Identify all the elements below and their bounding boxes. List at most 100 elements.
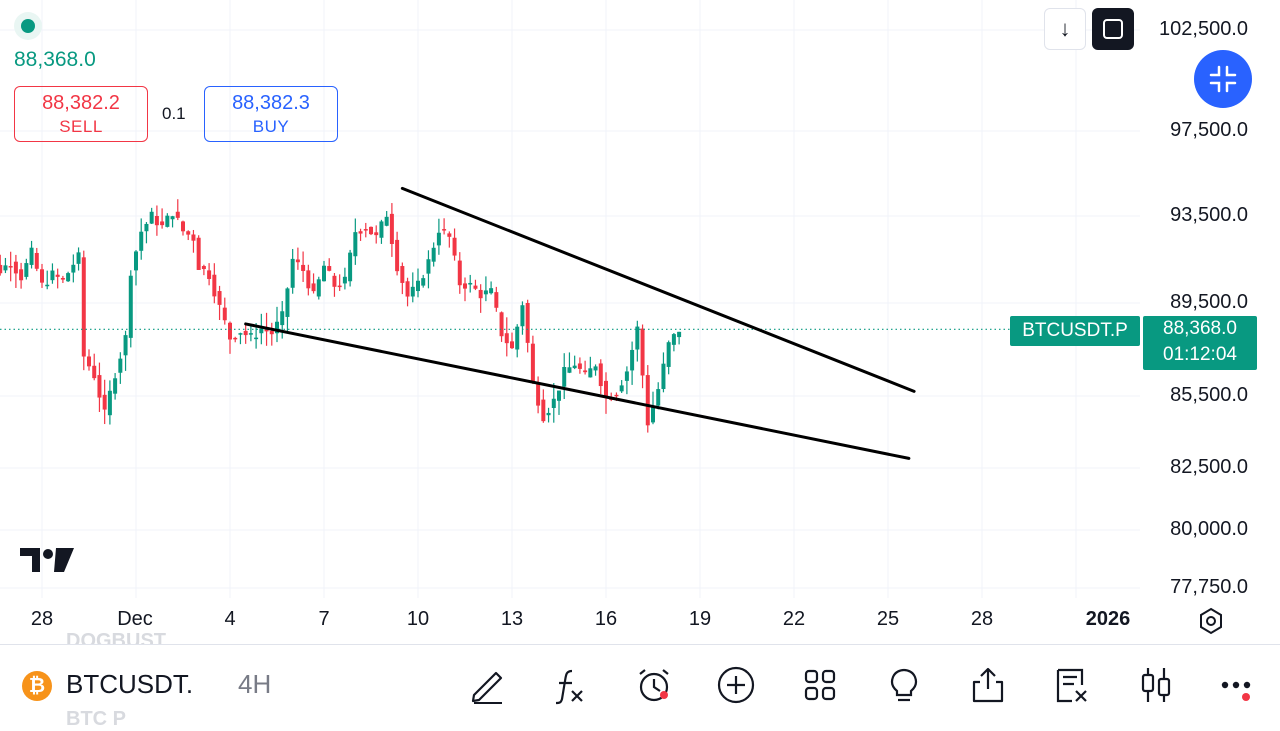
candle-body xyxy=(290,258,295,288)
grid-icon[interactable] xyxy=(800,665,840,705)
scroll-down-button[interactable]: ↓ xyxy=(1044,8,1086,50)
candle-body xyxy=(128,275,133,338)
date-tick-year: 2026 xyxy=(1085,608,1131,630)
candle-body xyxy=(400,266,405,283)
candle-body xyxy=(567,367,572,373)
candle-body xyxy=(8,266,13,268)
candle-body xyxy=(416,280,420,292)
chart-area[interactable] xyxy=(0,0,1280,640)
candle-body xyxy=(154,216,159,226)
candle-body xyxy=(165,215,170,227)
candle-body xyxy=(656,389,661,406)
candle-body xyxy=(275,321,279,334)
candle-body xyxy=(19,269,24,281)
candle-body xyxy=(170,216,175,220)
candle-body xyxy=(557,390,561,401)
share-icon[interactable] xyxy=(968,665,1008,705)
buy-button[interactable]: 88,382.3 BUY xyxy=(204,86,338,142)
candle-body xyxy=(577,363,582,369)
candle-body xyxy=(614,394,619,397)
candle-body xyxy=(593,366,598,371)
current-price: 88,368.0 xyxy=(1163,318,1237,339)
more-icon[interactable] xyxy=(1218,665,1258,705)
candle-body xyxy=(588,368,593,378)
candle-body xyxy=(421,278,426,286)
candle-body xyxy=(301,264,306,271)
price-tick: 77,750.0 xyxy=(1170,576,1248,598)
date-tick: 19 xyxy=(688,608,712,630)
candle-body xyxy=(363,229,368,231)
candle-body xyxy=(207,270,212,279)
date-tick: 13 xyxy=(500,608,524,630)
candle-body xyxy=(651,406,655,423)
candle-body xyxy=(541,399,546,422)
sell-button[interactable]: 88,382.2 SELL xyxy=(14,86,148,142)
candle-body xyxy=(499,312,504,337)
candle-body xyxy=(353,232,358,257)
candle-body xyxy=(228,322,232,340)
candle-body xyxy=(510,341,514,349)
candle-body xyxy=(66,273,71,282)
candle-body xyxy=(530,343,535,383)
candle-body xyxy=(463,283,467,289)
candle-body xyxy=(436,232,441,246)
date-tick: 4 xyxy=(224,608,236,630)
candle-body xyxy=(222,307,227,321)
price-tick: 97,500.0 xyxy=(1170,119,1248,141)
candle-body xyxy=(489,288,494,294)
plus-circle-icon[interactable] xyxy=(716,665,756,705)
candle-body xyxy=(269,330,274,335)
candlestick-icon[interactable] xyxy=(1136,665,1176,705)
candle-body xyxy=(306,270,311,289)
candle-body xyxy=(671,334,676,345)
candle-body xyxy=(238,333,243,335)
candle-body xyxy=(619,385,624,392)
trade-list-icon[interactable] xyxy=(1052,665,1092,705)
candle-body xyxy=(45,284,50,287)
candle-body xyxy=(259,328,264,334)
candle-body xyxy=(285,288,290,317)
market-status-icon xyxy=(14,12,42,40)
candle-body xyxy=(645,375,650,426)
candle-body xyxy=(332,275,337,287)
candle-body xyxy=(254,337,259,340)
candle-body xyxy=(144,223,149,232)
candle-body xyxy=(483,290,488,295)
last-price-readout: 88,368.0 xyxy=(14,48,96,71)
candle-body xyxy=(212,274,217,297)
alert-clock-icon[interactable] xyxy=(634,665,674,705)
candle-body xyxy=(468,282,473,285)
candle-body xyxy=(139,231,144,251)
candle-body xyxy=(431,247,436,262)
candle-body xyxy=(478,289,483,299)
function-icon[interactable] xyxy=(550,665,590,705)
candle-body xyxy=(562,366,567,387)
candle-body xyxy=(473,285,478,289)
candle-body xyxy=(118,358,123,373)
lightbulb-icon[interactable] xyxy=(884,665,924,705)
price-tick: 85,500.0 xyxy=(1170,384,1248,406)
sell-label: SELL xyxy=(59,117,103,136)
pencil-icon[interactable] xyxy=(468,665,508,705)
candle-body xyxy=(186,231,191,235)
alert-badge xyxy=(660,691,668,699)
axis-settings-icon[interactable] xyxy=(1196,606,1226,641)
fullscreen-button[interactable] xyxy=(1092,8,1134,50)
collapse-button[interactable] xyxy=(1194,50,1252,108)
tradingview-logo xyxy=(20,544,74,583)
candle-body xyxy=(536,384,541,406)
price-tick: 102,500.0 xyxy=(1159,18,1248,40)
candle-body xyxy=(60,277,65,280)
candle-body xyxy=(525,303,530,343)
candle-body xyxy=(13,261,18,274)
candle-body xyxy=(410,286,415,297)
candle-countdown: 01:12:04 xyxy=(1163,344,1237,365)
interval-selector[interactable]: 4H xyxy=(238,669,272,699)
candle-body xyxy=(635,326,640,350)
symbol-selector[interactable]: BTCUSDT. xyxy=(66,669,194,699)
candlestick-chart[interactable] xyxy=(0,0,1280,640)
candle-body xyxy=(583,370,588,373)
candle-body xyxy=(107,390,112,416)
candle-body xyxy=(243,330,248,336)
candle-body xyxy=(666,342,671,367)
